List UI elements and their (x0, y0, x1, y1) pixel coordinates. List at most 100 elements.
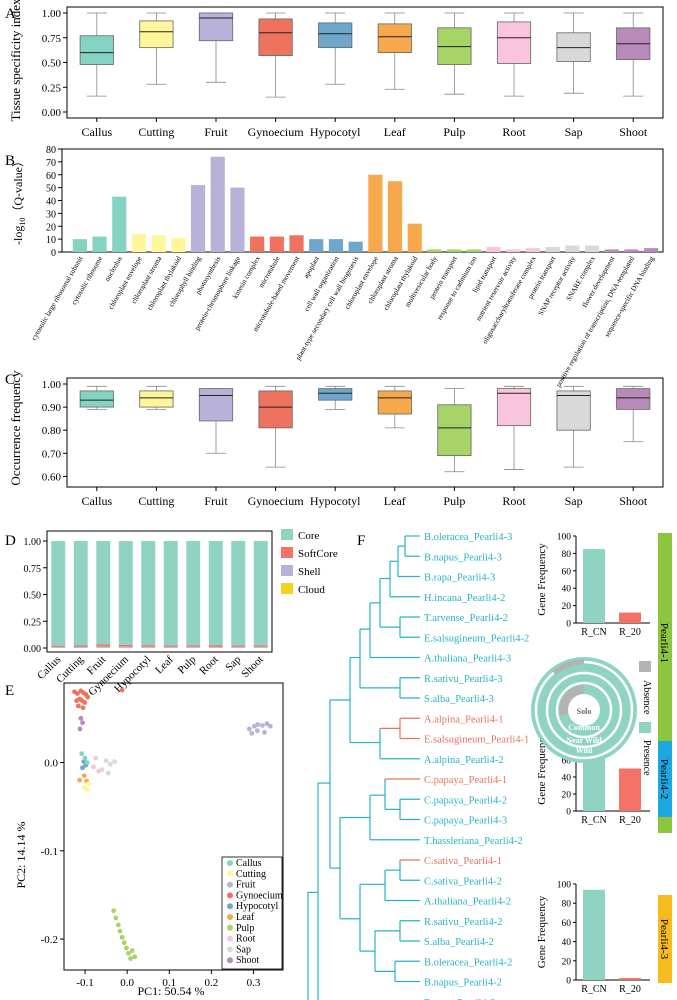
legend-swatch-core (281, 529, 293, 540)
bar-sap (584, 245, 600, 252)
y-tick-label: 0 (51, 248, 56, 259)
stack-softcore (186, 645, 201, 647)
x-tick-label: Sap (565, 125, 583, 139)
gene-frequency-ylabel: Gene Frequency (536, 732, 548, 805)
y-tick-label: 0.80 (42, 425, 62, 437)
point-gynoecium (82, 700, 88, 705)
legend-label-softcore: SoftCore (298, 548, 338, 560)
legend-label-root: Root (236, 934, 256, 945)
bar-hypocotyl (309, 239, 324, 252)
tree-leaf-label: E.salsugineum_Pearli4-1 (424, 735, 529, 746)
legend-label-core: Core (298, 530, 320, 542)
point-fruit (246, 726, 252, 732)
gene-frequency-ylabel: Gene Frequency (536, 895, 548, 968)
tree-leaf-label: T.hassleriana_Pearli4-2 (424, 836, 523, 847)
gene-frequency-ylabel: Gene Frequency (536, 543, 548, 616)
legend-swatch-shell (281, 565, 293, 576)
bar-gynoecium (289, 235, 304, 252)
stack-core (163, 541, 178, 646)
x-tick-label: 0.0 (120, 977, 134, 989)
panel-e-pca-scatter: PC1: 50.54 % PC2: 14.14 % -0.1 0.0 0.1 0.2 0… (14, 682, 284, 998)
box-fruit (198, 388, 234, 422)
y-tick-label: 60 (562, 757, 572, 767)
panel-c-ylabel: Occurrence frequency (8, 370, 23, 486)
panel-e-xlabel: PC1: 50.54 % (137, 984, 204, 998)
ring-label-solo: Solo (577, 707, 592, 716)
point-pulp (132, 954, 138, 960)
group-bar-pearli4-2 (658, 741, 672, 817)
group-label-pearli4-2: Pearli4-2 (658, 759, 670, 799)
y-tick-label: 1.00 (42, 379, 62, 391)
box-gynoecium (258, 390, 293, 429)
x-tick-label: Root (197, 654, 221, 678)
point-shoot (80, 720, 85, 726)
bar-root (506, 249, 521, 252)
point-shoot (78, 715, 84, 721)
gene-freq-bar (619, 768, 641, 811)
x-tick-label: Cutting (138, 494, 174, 508)
box-sap (556, 390, 591, 431)
tree-leaf-label: S.alba_Pearli4-2 (424, 937, 494, 948)
box-leaf (377, 23, 412, 53)
point-sap (112, 759, 117, 764)
y-tick-label: 0.90 (42, 402, 62, 414)
box-root (496, 388, 532, 426)
point-sap (105, 770, 111, 776)
tree-leaf-label: A.alpina_Pearli4-1 (424, 714, 504, 725)
y-tick-label: 20 (562, 957, 572, 967)
bar-pulp (447, 249, 462, 252)
legend-dot-shoot (227, 957, 233, 964)
y-tick-label: 80 (562, 550, 572, 560)
box-gynoecium (258, 18, 293, 56)
ring-label-wild: Wild (576, 746, 593, 755)
stack-core (96, 541, 111, 645)
x-tick-label: Cutting (138, 125, 174, 139)
y-tick-label: 50 (46, 184, 56, 195)
bar-shoot (624, 249, 639, 252)
tree-leaf-label: T.arvense_Pearli4-2 (424, 613, 508, 624)
tree-leaf-label: C.papaya_Pearli4-2 (424, 795, 507, 806)
x-tick-label: Pulp (443, 494, 465, 508)
stack-softcore (51, 645, 66, 647)
group-bar-pearli4-3 (658, 895, 672, 983)
plot-frame (46, 530, 273, 653)
panel-b-ylabel-rest: （Q-value） (11, 155, 25, 218)
point-fruit (267, 723, 273, 729)
stack-core (51, 541, 66, 646)
y-tick-label: 60 (562, 567, 572, 577)
stack-core (231, 541, 246, 646)
bar-fruit (230, 187, 245, 252)
bar-cutting (131, 233, 147, 252)
y-tick-label: 80 (562, 900, 572, 910)
x-tick-label: nucleolus (103, 255, 124, 283)
x-tick-label: Leaf (153, 653, 176, 676)
point-pulp (119, 934, 125, 940)
y-tick-label: 0 (566, 977, 571, 987)
y-tick-label: 0.70 (42, 448, 62, 460)
group-label-pearli4-1: Pearli4-1 (658, 623, 670, 663)
x-tick-label: Hypocotyl (310, 494, 361, 508)
tree-leaf-label: H.incana_Pearli4-2 (424, 593, 505, 604)
point-pulp (126, 950, 131, 956)
bar-leaf (407, 223, 422, 252)
box-cutting (139, 20, 174, 49)
panel-d-stacked-bar: 0.000.250.500.751.00CallusCuttingFruitGy… (24, 529, 338, 698)
panel-b-ylabel: -log10（Q-value） (11, 155, 27, 245)
point-fruit (255, 722, 261, 727)
x-tick-label: Callus (81, 494, 112, 508)
legend-label-cutting: Cutting (236, 869, 266, 880)
tree-leaf-label: S.alba_Pearli4-3 (424, 694, 494, 705)
point-fruit (264, 721, 270, 727)
ring-legend-presence-label: Presence (641, 740, 652, 776)
x-tick-label: Fruit (204, 494, 228, 508)
bar-fruit (210, 156, 225, 252)
bar-pulp (466, 249, 481, 252)
point-fruit (259, 722, 265, 728)
y-tick-label: 30 (46, 209, 56, 220)
legend-dot-gynoecium (227, 892, 233, 899)
panel-label-c: C (5, 372, 15, 388)
point-leaf (77, 777, 82, 783)
x-tick-label: 0.2 (205, 977, 219, 989)
tree-leaf-label: C.papaya_Pearli4-1 (424, 775, 507, 786)
